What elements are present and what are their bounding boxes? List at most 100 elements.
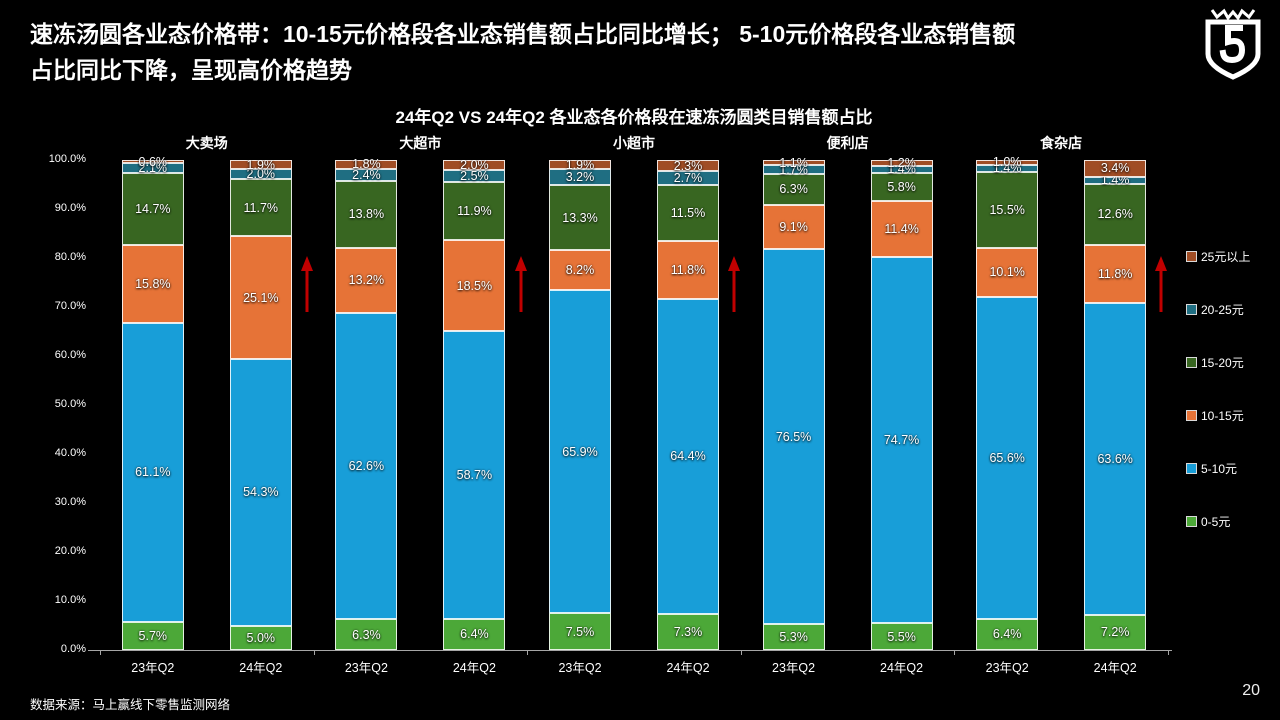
legend-label: 15-20元	[1201, 356, 1244, 370]
segment-value-label: 7.3%	[673, 625, 703, 640]
bar-segment-20-25元: 1.7%	[762, 163, 825, 177]
bar-segment-0-5元: 7.2%	[1084, 614, 1147, 650]
group-title: 小超市	[612, 135, 655, 151]
segment-value-label: 11.7%	[243, 200, 279, 215]
bar-segment-0-5元: 7.5%	[548, 613, 611, 650]
group-title: 便利店	[826, 135, 869, 151]
x-axis-label: 24年Q2	[666, 661, 710, 675]
segment-value-label: 65.9%	[562, 444, 598, 459]
bar-segment-25元以上: 2.0%	[443, 158, 506, 172]
bar-segment-20-25元: 3.2%	[548, 169, 611, 186]
bar-segment-10-15元: 9.1%	[762, 204, 825, 250]
group-title-row: 大卖场 大超市 小超市 便利店 食杂店	[100, 133, 1168, 153]
slide-title-line2: 占比同比下降，呈现高价格趋势	[30, 57, 352, 83]
x-axis-tick	[740, 650, 742, 655]
bar-segment-25元以上: 0.6%	[121, 155, 184, 169]
legend: 25元以上 20-25元 15-20元 10-15元 5-10元 0-5元	[1186, 248, 1250, 530]
segment-value-label: 14.7%	[135, 202, 171, 217]
segment-value-label: 65.6%	[989, 450, 1025, 465]
stacked-bar: 7.2% 63.6% 11.8% 12.6% 1.4% 3.4% 24年Q2	[1084, 160, 1147, 675]
y-axis-tick-label: 10.0%	[54, 594, 86, 606]
legend-item: 5-10元	[1186, 460, 1250, 477]
bar-group: 6.3% 62.6% 13.2% 13.8% 2.4% 1.8% 23年Q2 6.4% 58.7…	[314, 157, 528, 675]
bar-group: 6.4% 65.6% 10.1% 15.5% 1.4% 1.0% 23年Q2 7.2% 63.6…	[954, 155, 1168, 675]
bar-segment-25元以上: 1.9%	[229, 158, 292, 172]
segment-value-label: 1.7%	[779, 162, 808, 177]
trend-up-arrow-icon	[727, 256, 741, 314]
bar-segment-0-5元: 5.5%	[870, 623, 933, 650]
x-axis-tick	[1168, 650, 1169, 655]
x-axis-label: 23年Q2	[344, 661, 388, 675]
trend-up-arrow-icon	[300, 256, 314, 314]
group-title: 大卖场	[185, 135, 228, 151]
bar-segment-0-5元: 6.4%	[976, 618, 1039, 650]
stacked-bar: 5.7% 61.1% 15.8% 14.7% 2.1% 0.6% 23年Q2	[121, 155, 184, 675]
segment-value-label: 2.4%	[352, 167, 381, 182]
segment-value-label: 1.0%	[992, 155, 1022, 170]
stacked-bar: 7.3% 64.4% 11.8% 11.5% 2.7% 2.3% 24年Q2	[656, 159, 719, 675]
legend-label: 10-15元	[1201, 409, 1244, 423]
segment-value-label: 15.5%	[989, 202, 1025, 217]
bar-segment-20-25元: 2.4%	[335, 168, 398, 182]
bar-segment-25元以上: 3.4%	[1084, 160, 1147, 177]
bar-segment-20-25元: 2.5%	[443, 169, 506, 183]
y-axis-tick-label: 80.0%	[54, 251, 86, 263]
bar-segment-15-20元: 11.9%	[443, 182, 506, 241]
segment-value-label: 6.4%	[992, 627, 1022, 642]
stacked-bar: 6.4% 65.6% 10.1% 15.5% 1.4% 1.0% 23年Q2	[976, 155, 1039, 675]
x-axis-label: 23年Q2	[985, 661, 1029, 675]
bar-segment-15-20元: 14.7%	[121, 173, 184, 246]
x-axis-tick	[527, 650, 529, 655]
bar-segment-5-10元: 74.7%	[870, 257, 933, 624]
segment-value-label: 18.5%	[456, 278, 493, 293]
y-axis-tick-label: 0.0%	[60, 643, 86, 655]
segment-value-label: 11.5%	[670, 205, 706, 220]
segment-value-label: 5.3%	[779, 630, 808, 645]
segment-value-label: 76.5%	[775, 429, 812, 444]
legend-swatch	[1186, 516, 1197, 527]
bar-segment-10-15元: 25.1%	[229, 236, 292, 360]
bar-segment-0-5元: 6.4%	[443, 618, 506, 650]
segment-value-label: 8.2%	[565, 263, 595, 278]
group-title: 大超市	[399, 135, 442, 151]
legend-swatch	[1186, 251, 1197, 262]
segment-value-label: 64.4%	[670, 449, 706, 464]
y-axis-tick-label: 40.0%	[54, 447, 86, 459]
bar-segment-10-15元: 11.4%	[870, 201, 933, 258]
bar-segment-10-15元: 18.5%	[443, 240, 506, 332]
bar-segment-0-5元: 5.3%	[762, 624, 825, 650]
legend-swatch	[1186, 410, 1197, 421]
legend-item: 15-20元	[1186, 354, 1250, 371]
y-axis-tick-label: 100.0%	[48, 153, 86, 165]
legend-item: 0-5元	[1186, 513, 1250, 530]
bar-segment-10-15元: 10.1%	[976, 247, 1039, 298]
segment-value-label: 2.0%	[246, 167, 276, 182]
y-axis-tick-label: 50.0%	[54, 398, 86, 410]
legend-label: 25元以上	[1201, 250, 1251, 264]
brand-logo-shield-crown-icon	[1205, 8, 1261, 80]
chart-area: 5.7% 61.1% 15.8% 14.7% 2.1% 0.6% 23年Q2 5.0% 54.3…	[100, 155, 1168, 675]
y-axis-tick-label: 20.0%	[54, 545, 86, 557]
bar-segment-5-10元: 62.6%	[335, 312, 398, 620]
x-axis-label: 24年Q2	[452, 661, 496, 675]
page-number: 20	[1242, 682, 1260, 699]
chart-title: 24年Q2 VS 24年Q2 各业态各价格段在速冻汤圆类目销售额占比	[395, 108, 873, 127]
bar-segment-5-10元: 76.5%	[762, 249, 825, 625]
segment-value-label: 2.3%	[673, 158, 703, 173]
bar-segment-20-25元: 2.1%	[121, 161, 184, 175]
data-source-note: 数据来源：马上赢线下零售监测网络	[30, 698, 231, 712]
segment-value-label: 58.7%	[456, 467, 493, 482]
y-axis-tick-label: 30.0%	[54, 496, 86, 508]
segment-value-label: 54.3%	[243, 485, 279, 500]
x-axis-tick	[954, 650, 956, 655]
segment-value-label: 15.8%	[135, 277, 171, 291]
segment-value-label: 3.2%	[565, 170, 595, 185]
x-axis-label: 24年Q2	[880, 661, 924, 675]
legend-item: 25元以上	[1186, 248, 1250, 265]
segment-value-label: 13.3%	[562, 210, 598, 225]
bar-segment-15-20元: 13.8%	[335, 180, 398, 249]
x-axis-label: 23年Q2	[772, 661, 816, 675]
bar-segment-5-10元: 63.6%	[1084, 303, 1147, 615]
x-axis-tick	[100, 650, 101, 655]
